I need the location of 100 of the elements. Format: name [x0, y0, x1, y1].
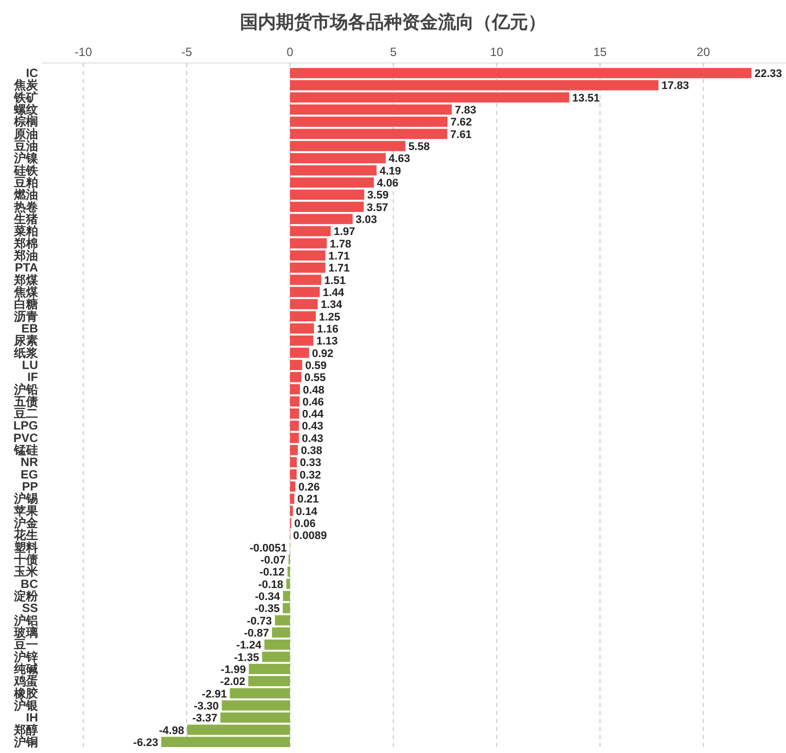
bar [290, 92, 570, 103]
bar [290, 299, 318, 310]
bar [290, 506, 293, 516]
y-tick-label: 郑棉 [13, 236, 38, 250]
data-label: 1.51 [324, 274, 346, 287]
y-tick-label: 沪锡 [13, 492, 38, 506]
x-tick-label: 5 [390, 45, 397, 59]
y-tick-label: 沪铜 [13, 734, 38, 749]
y-tick-label: 玻璃 [13, 625, 38, 640]
bar [290, 104, 452, 115]
data-label: -0.35 [254, 603, 280, 616]
bar [290, 153, 386, 164]
x-tick-label: 15 [593, 45, 607, 59]
bar [290, 348, 310, 358]
bar [290, 336, 314, 346]
data-label: 3.59 [367, 190, 389, 202]
bar [290, 372, 302, 382]
y-tick-label: 燃油 [13, 188, 38, 202]
bar [290, 420, 299, 431]
data-label: -0.12 [259, 566, 285, 579]
y-tick-label: 热卷 [13, 200, 38, 214]
data-label: 0.48 [302, 384, 324, 396]
data-label: 1.13 [316, 336, 338, 348]
x-tick-label: -5 [181, 45, 192, 59]
data-label: 1.78 [330, 238, 352, 250]
bar [290, 214, 353, 224]
data-label: 0.38 [300, 445, 322, 458]
y-tick-label: 菜粕 [13, 224, 38, 238]
data-label: -2.02 [220, 676, 246, 688]
data-label: 4.19 [380, 165, 402, 178]
y-tick-label: 豆粕 [13, 176, 38, 190]
y-tick-label: 焦炭 [13, 78, 39, 92]
data-label: -2.91 [202, 688, 227, 700]
data-label: 1.71 [328, 250, 350, 262]
bar [290, 481, 296, 492]
data-label: 13.51 [572, 92, 600, 104]
data-label: 7.62 [450, 116, 472, 129]
x-tick-label: 20 [696, 45, 710, 59]
data-label: 0.06 [294, 518, 316, 530]
y-tick-label: 郑油 [13, 248, 38, 262]
bar [262, 652, 290, 662]
y-tick-label: NR [20, 455, 38, 470]
bar [290, 408, 300, 419]
bar [290, 177, 374, 188]
bar [290, 457, 297, 468]
y-tick-label: PP [22, 480, 38, 494]
data-label: 1.34 [320, 299, 343, 312]
y-tick-label: EB [21, 321, 38, 336]
bar [290, 360, 302, 370]
data-label: -0.18 [258, 578, 284, 591]
data-label: 0.92 [312, 348, 334, 360]
y-tick-label: 棕榈 [13, 114, 38, 129]
data-label: 0.21 [297, 494, 319, 506]
y-tick-label: 沪镍 [13, 151, 39, 166]
data-label: 0.0089 [293, 530, 327, 542]
data-label: 3.57 [366, 202, 388, 214]
data-label: 1.71 [328, 262, 350, 275]
y-tick-label: 沪锌 [13, 650, 38, 664]
y-tick-label: 原油 [13, 126, 38, 141]
y-tick-label: IF [27, 370, 38, 384]
bar [290, 250, 326, 261]
y-tick-label: 塑料 [13, 540, 38, 554]
data-label: 0.43 [302, 432, 324, 445]
data-label: 5.58 [408, 141, 430, 154]
y-tick-label: 白糖 [14, 297, 38, 312]
y-tick-label: EG [20, 467, 38, 482]
data-label: -0.0051 [250, 542, 287, 554]
bar [248, 676, 290, 686]
y-tick-label: 豆一 [13, 638, 38, 652]
y-tick-label: 锰硅 [13, 443, 38, 458]
bar [290, 165, 377, 176]
bar [272, 627, 290, 638]
data-label: 3.03 [356, 214, 378, 226]
data-label: 4.06 [376, 178, 398, 190]
data-label: 0.26 [298, 482, 320, 494]
y-tick-label: 五债 [13, 394, 38, 408]
bar [222, 700, 290, 711]
bar [290, 384, 300, 394]
data-label: 1.97 [334, 226, 356, 238]
bar [264, 640, 290, 650]
y-tick-label: PVC [13, 430, 38, 445]
y-tick-label: 橡胶 [13, 686, 38, 700]
data-label: 0.33 [300, 457, 322, 470]
y-tick-label: IH [26, 710, 38, 725]
y-tick-label: 硅铁 [13, 163, 39, 178]
x-tick-label: 0 [286, 45, 294, 59]
y-tick-label: 淀粉 [13, 588, 39, 603]
data-label: 1.44 [322, 286, 346, 299]
y-tick-label: 纸浆 [13, 346, 38, 360]
data-label: 7.83 [454, 104, 476, 117]
y-tick-label: 沥青 [13, 309, 38, 324]
y-tick-label: SS [22, 601, 38, 616]
y-tick-label: 沪铅 [13, 382, 38, 396]
y-tick-label: 焦煤 [13, 284, 39, 299]
bar [290, 311, 316, 322]
bar [290, 494, 294, 504]
data-label: 0.14 [296, 506, 318, 518]
data-label: 1.16 [316, 323, 338, 336]
y-tick-label: 郑醇 [13, 722, 38, 737]
y-tick-label: 沪银 [13, 698, 39, 712]
